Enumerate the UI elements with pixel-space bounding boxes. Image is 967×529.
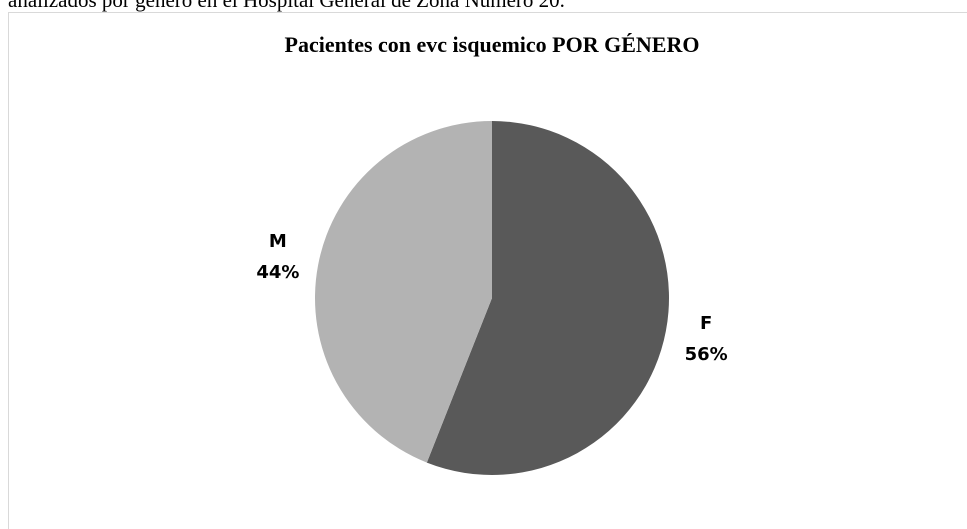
slice-category-label: M: [269, 231, 287, 252]
slice-value-label: 44%: [256, 262, 299, 283]
pie-slice: [426, 121, 669, 475]
slice-category-label: F: [700, 313, 712, 334]
chart-title: Pacientes con evc isquemico POR GÉNERO: [285, 32, 700, 57]
pie-slice: [314, 121, 492, 463]
caption: analizados por género en el Hospital Gen…: [8, 0, 565, 12]
slice-value-label: 56%: [685, 344, 728, 365]
